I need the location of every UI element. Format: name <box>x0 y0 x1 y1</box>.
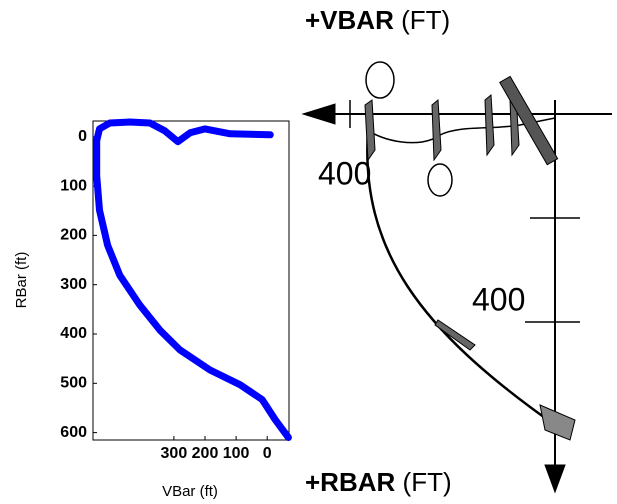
x-tick-label: 300 <box>161 445 188 462</box>
y-tick-label: 300 <box>60 276 87 293</box>
range-label: 400 <box>318 155 371 191</box>
x-axis-label: VBar (ft) <box>162 483 218 500</box>
x-tick-label: 200 <box>192 445 219 462</box>
rbar-label: +RBAR <box>305 467 396 497</box>
y-tick-label: 100 <box>60 177 87 194</box>
rbar-unit: (FT) <box>403 467 452 497</box>
range-label: 400 <box>472 281 525 317</box>
vbar-unit: (FT) <box>401 5 450 35</box>
plot-frame <box>92 120 290 441</box>
orbiter <box>484 93 495 157</box>
orbiter <box>431 98 442 162</box>
y-tick-label: 200 <box>60 227 87 244</box>
approach-diagram <box>301 61 612 494</box>
station <box>539 404 576 441</box>
orbiter <box>434 319 476 351</box>
data-line <box>93 118 292 441</box>
approach-path <box>366 129 556 427</box>
rbar-arrow <box>544 464 566 494</box>
plume <box>365 61 395 99</box>
plume <box>427 163 453 197</box>
vbar-label: +VBAR <box>305 5 394 35</box>
y-tick-label: 500 <box>60 375 87 392</box>
vbar-label: +VBAR (FT) <box>305 5 450 35</box>
y-tick-label: 600 <box>60 424 87 441</box>
station <box>499 75 559 166</box>
orbiter <box>364 99 376 162</box>
x-tick-label: 0 <box>263 445 272 462</box>
x-tick-label: 100 <box>223 445 250 462</box>
y-axis-label: RBar (ft) <box>13 252 30 309</box>
y-tick-label: 0 <box>78 128 87 145</box>
y-tick-label: 400 <box>60 325 87 342</box>
vbar-arrow <box>301 103 336 125</box>
rbar-label: +RBAR (FT) <box>305 467 452 497</box>
